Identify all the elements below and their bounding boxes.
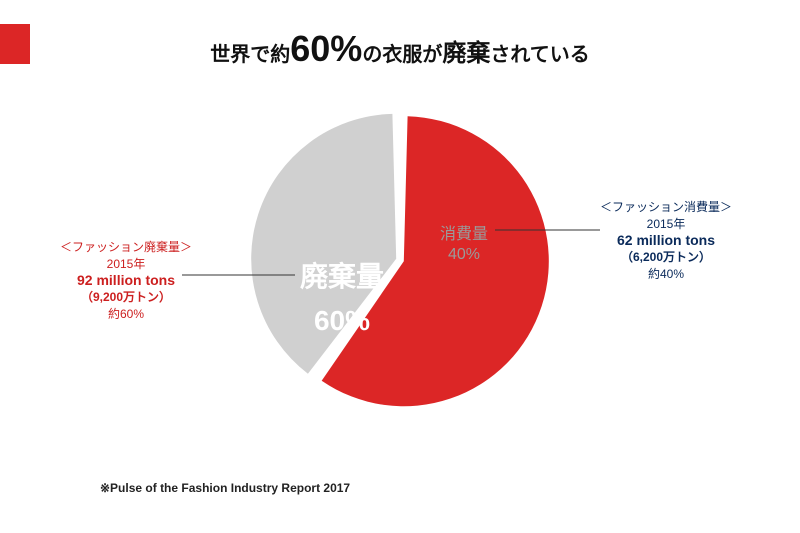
pie-svg xyxy=(250,110,550,410)
pie-chart xyxy=(250,110,550,410)
annot-cons-sub: （6,200万トン） xyxy=(600,248,732,265)
title-suffix: されている xyxy=(490,44,589,66)
page-title: 世界で約60%の衣服が廃棄されている xyxy=(0,28,800,70)
annot-waste-year: 2015年 xyxy=(60,255,192,272)
annot-cons-pct: 約40% xyxy=(600,265,732,282)
annot-waste-tons: 92 million tons xyxy=(60,272,192,288)
slice-cons-pct: 40% xyxy=(440,246,488,264)
annot-waste-head: ＜ファッション廃棄量＞ xyxy=(60,238,192,255)
title-big: 60% xyxy=(290,28,362,69)
title-emph: 廃棄 xyxy=(442,40,490,67)
slice-label-waste: 廃棄量 60% xyxy=(300,255,384,337)
slice-waste-name: 廃棄量 xyxy=(300,255,384,295)
slice-cons-name: 消費量 xyxy=(440,220,488,244)
footnote: ※Pulse of the Fashion Industry Report 20… xyxy=(100,481,350,495)
annot-cons-head: ＜ファッション消費量＞ xyxy=(600,198,732,215)
annotation-waste: ＜ファッション廃棄量＞ 2015年 92 million tons （9,200… xyxy=(60,238,192,322)
annot-waste-sub: （9,200万トン） xyxy=(60,288,192,305)
slice-waste-pct: 60% xyxy=(300,305,384,337)
title-mid: の衣服が xyxy=(362,44,442,66)
slice-label-consumption: 消費量 40% xyxy=(440,220,488,264)
title-prefix: 世界で約 xyxy=(210,44,290,66)
annotation-consumption: ＜ファッション消費量＞ 2015年 62 million tons （6,200… xyxy=(600,198,732,282)
annot-cons-year: 2015年 xyxy=(600,215,732,232)
annot-waste-pct: 約60% xyxy=(60,305,192,322)
annot-cons-tons: 62 million tons xyxy=(600,232,732,248)
